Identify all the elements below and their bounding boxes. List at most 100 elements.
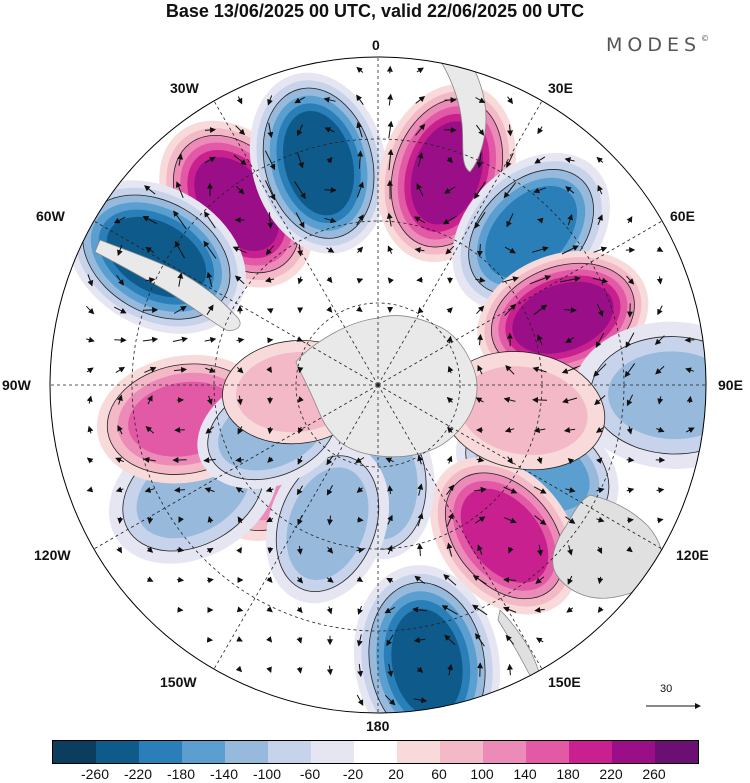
wind-vector (535, 637, 544, 644)
wind-vector (501, 276, 519, 283)
wind-vector (417, 512, 424, 527)
wind-vector (86, 336, 95, 343)
wind-vector (507, 124, 514, 137)
wind-vector (177, 153, 184, 166)
wind-vector (476, 244, 483, 257)
wind-vector (324, 187, 337, 194)
wind-vector (173, 305, 187, 314)
wind-vector (86, 486, 94, 493)
wind-vector (560, 276, 581, 283)
wind-vector (505, 634, 515, 645)
wind-vector (266, 366, 272, 374)
wind-vector (173, 210, 187, 230)
colorbar-swatch (311, 741, 354, 763)
wind-vector (532, 246, 549, 253)
wind-vector (296, 637, 303, 644)
wind-vector (446, 396, 454, 404)
wind-vector (446, 307, 453, 314)
wind-vector (235, 487, 244, 493)
wind-vector (593, 363, 607, 377)
map-title: Base 13/06/2025 00 UTC, valid 22/06/2025… (165, 1, 585, 21)
wind-vector (533, 187, 546, 194)
wind-vector (387, 277, 394, 284)
wind-vector (472, 575, 487, 585)
wind-vector (627, 517, 634, 524)
wind-vector (413, 216, 426, 224)
wind-vector (297, 515, 303, 526)
wind-vector (176, 546, 185, 553)
wind-vector (115, 486, 124, 493)
wind-vector (147, 516, 154, 525)
wind-vector (477, 333, 483, 346)
wind-vector (534, 515, 547, 526)
wind-vector (236, 337, 245, 344)
wind-vector (204, 211, 216, 229)
wind-vector (356, 246, 364, 254)
colorbar-swatch (225, 741, 268, 763)
wind-vector (414, 575, 426, 584)
lon-label-120e: 120E (676, 547, 709, 563)
wind-vector (86, 305, 95, 315)
wind-vector (416, 276, 423, 283)
wind-vector (387, 93, 394, 106)
wind-vector (146, 576, 154, 582)
colorbar-swatch (440, 741, 483, 763)
wind-vector (533, 486, 547, 494)
wind-vector (144, 366, 157, 373)
wind-vector (444, 186, 456, 194)
wind-vector (86, 457, 94, 464)
colorbar-tick-label: 220 (599, 766, 623, 782)
wind-vector (415, 95, 426, 104)
wind-vector (657, 305, 663, 316)
wind-vector (326, 455, 334, 466)
wind-vector (236, 395, 243, 406)
wind-vector (86, 395, 93, 404)
wind-vector (593, 246, 608, 253)
wind-vector (144, 487, 155, 493)
wind-vector (567, 575, 573, 585)
wind-vector (145, 277, 156, 284)
wind-vector (297, 455, 304, 465)
wind-vector (236, 606, 244, 613)
wind-vector (626, 487, 635, 494)
colorbar-tick-label: 100 (470, 766, 494, 782)
wind-vector (178, 516, 184, 523)
wind-vector (477, 544, 483, 555)
lon-label-120w: 120W (34, 547, 71, 563)
lon-label-60e: 60E (670, 208, 695, 224)
colorbar-tick-label: 20 (388, 766, 404, 782)
wind-vector (267, 122, 274, 139)
wind-vector (207, 516, 214, 524)
wind-vector (506, 152, 514, 168)
wind-vector (534, 606, 545, 613)
wind-vector (564, 157, 575, 164)
antarctica-landmass (295, 315, 478, 458)
lon-label-60w: 60W (36, 208, 65, 224)
wind-vector (656, 246, 664, 252)
wind-vector (267, 426, 274, 435)
wind-vector (446, 542, 453, 557)
wind-vector (657, 396, 664, 405)
wind-vector (296, 576, 304, 584)
wind-vector (175, 181, 184, 198)
meridian-line (93, 384, 379, 550)
wind-vector (447, 663, 454, 676)
wind-vector (387, 544, 393, 555)
colorbar-tick-label: -100 (252, 766, 282, 782)
latitude-circle (295, 302, 461, 468)
wind-vector (386, 578, 394, 584)
wind-vector (626, 394, 634, 407)
wind-vector (561, 245, 579, 255)
wind-vector (295, 212, 305, 229)
wind-vector (597, 576, 604, 585)
colorbar-swatch (655, 741, 698, 763)
wind-vector (235, 125, 246, 136)
wind-vector (356, 66, 364, 74)
colorbar-swatch (53, 741, 96, 763)
wind-vector (566, 606, 574, 613)
wind-vector (475, 632, 485, 647)
wind-vector (594, 395, 606, 406)
wind-vector (233, 154, 247, 166)
wind-vector (357, 605, 364, 615)
wind-vector (474, 211, 486, 229)
